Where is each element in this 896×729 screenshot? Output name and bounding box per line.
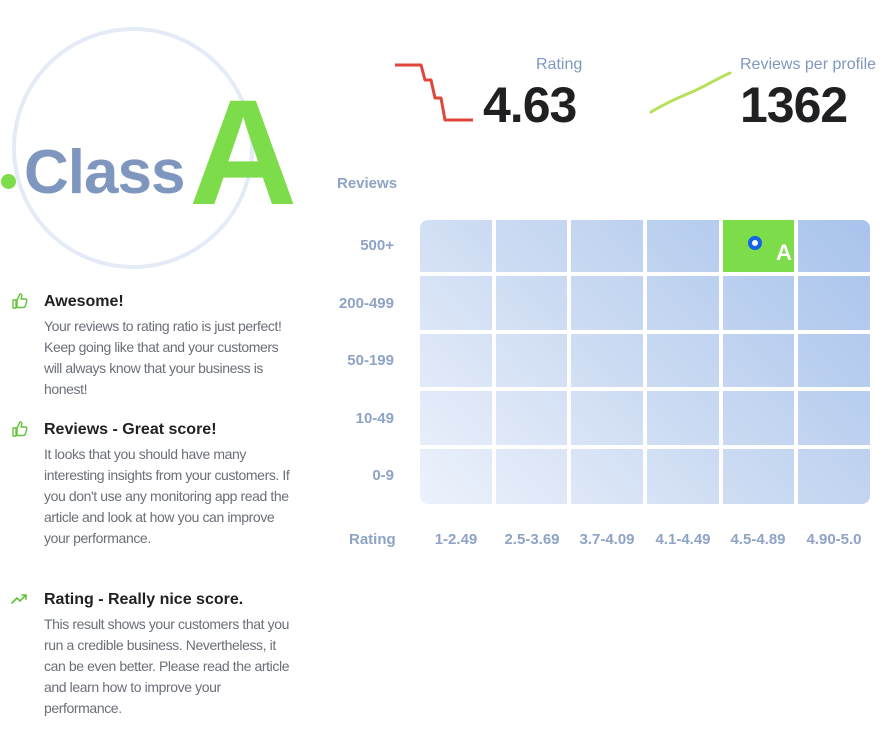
col-label-4.1-4.49: 4.1-4.49: [655, 531, 711, 548]
class-grade: A: [189, 68, 298, 236]
class-label: Class: [24, 138, 185, 207]
grid-divider: [420, 445, 870, 449]
rating-label: Rating: [536, 56, 583, 73]
grid-divider: [420, 272, 870, 276]
col-label-3.7-4.09: 3.7-4.09: [579, 531, 635, 548]
row-label-50-199: 50-199: [347, 352, 394, 369]
badge-ring: [12, 27, 254, 269]
reviews-value: 1362: [740, 77, 848, 133]
col-label-4.5-4.89: 4.5-4.89: [730, 531, 786, 548]
grid-divider: [420, 387, 870, 391]
feedback-text: It looks that you should have many inter…: [44, 446, 290, 546]
feedback-text: Your reviews to rating ratio is just per…: [44, 318, 282, 397]
x-axis-label: Rating: [349, 531, 396, 548]
grid-divider: [794, 220, 798, 504]
feedback-title: Reviews - Great score!: [44, 421, 217, 438]
feedback-title: Awesome!: [44, 293, 124, 310]
rising-line-icon: [649, 71, 732, 114]
falling-line-icon: [395, 63, 473, 122]
active-cell-grade: A: [776, 240, 792, 265]
grid-divider: [567, 220, 571, 504]
row-label-10-49: 10-49: [355, 410, 394, 427]
row-label-0-9: 0-9: [372, 467, 394, 484]
grid-divider: [643, 220, 647, 504]
grid-divider: [420, 330, 870, 334]
col-label-4.90-5.0: 4.90-5.0: [806, 531, 862, 548]
badge-dot: [1, 174, 16, 189]
row-label-500-plus: 500+: [360, 237, 394, 254]
matrix-grid: A: [420, 220, 870, 504]
row-label-200-499: 200-499: [338, 295, 394, 312]
col-label-1-2.49: 1-2.49: [434, 531, 478, 548]
feedback-text: This result shows your customers that yo…: [44, 616, 290, 716]
rating-value: 4.63: [483, 77, 577, 133]
col-label-2.5-3.69: 2.5-3.69: [504, 531, 560, 548]
grid-divider: [492, 220, 496, 504]
thumbs-up-icon: [12, 421, 28, 437]
trending-up-icon: [11, 594, 27, 604]
grid-divider: [719, 220, 723, 504]
current-position-marker: [748, 236, 762, 250]
thumbs-up-icon: [12, 293, 28, 309]
reviews-label: Reviews per profile: [740, 56, 877, 73]
feedback-title: Rating - Really nice score.: [44, 591, 244, 608]
y-axis-label: Reviews: [337, 175, 398, 192]
